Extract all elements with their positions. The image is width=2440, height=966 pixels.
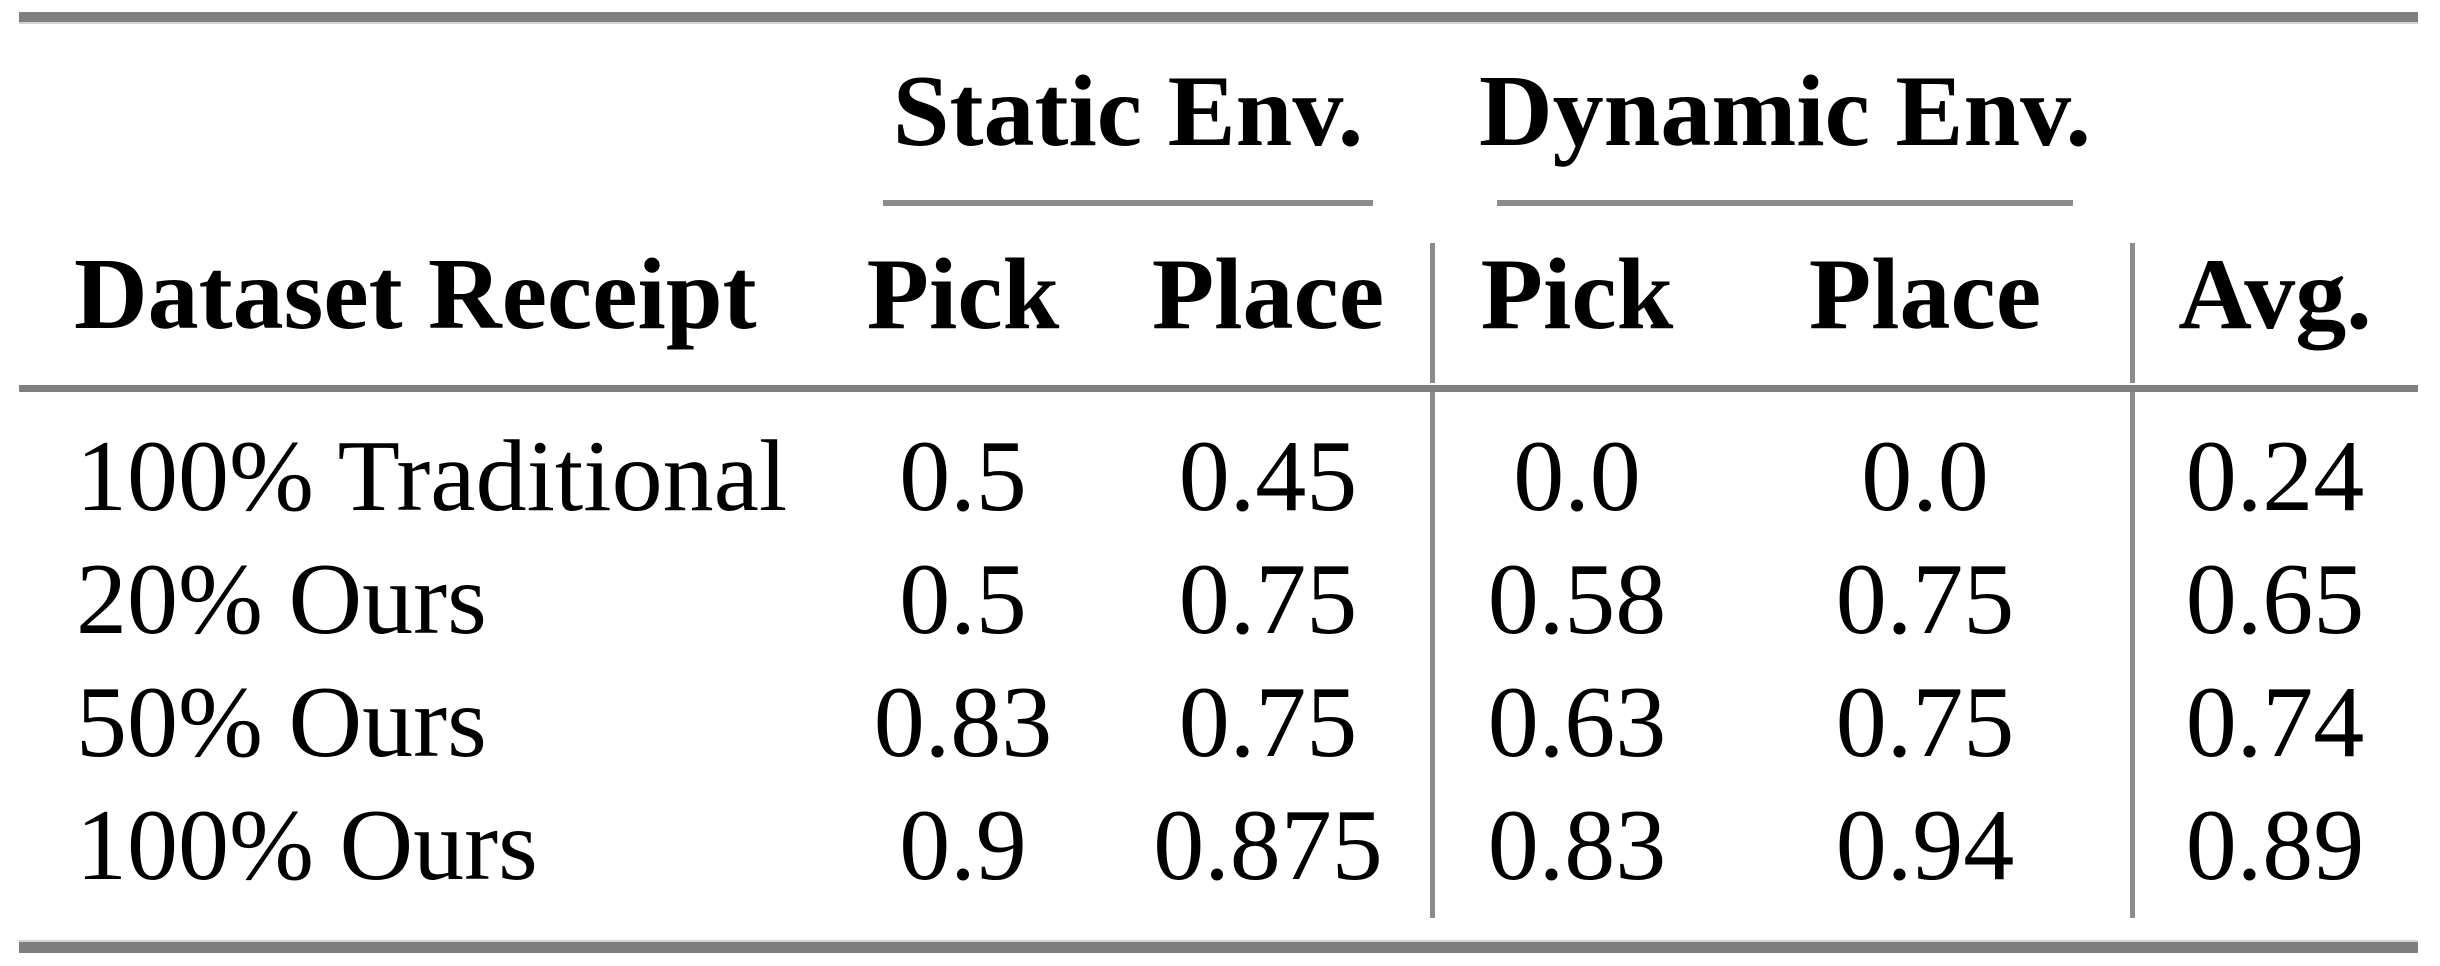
cell-static-place: 0.875 — [1153, 789, 1383, 902]
cell-avg: 0.24 — [2185, 420, 2365, 533]
col-header-static-place: Place — [1151, 238, 1385, 351]
cell-static-pick: 0.5 — [899, 543, 1027, 656]
cell-avg: 0.65 — [2185, 543, 2365, 656]
cell-static-pick: 0.83 — [873, 666, 1053, 779]
cell-static-pick: 0.9 — [899, 789, 1027, 902]
row-label: 20% Ours — [76, 543, 487, 656]
cmidrule-dynamic — [1497, 200, 2073, 206]
table-top-rule — [19, 12, 2418, 22]
row-label: 50% Ours — [76, 666, 487, 779]
cell-dynamic-place: 0.0 — [1861, 420, 1989, 533]
cell-dynamic-pick: 0.0 — [1513, 420, 1641, 533]
cell-dynamic-place: 0.75 — [1835, 543, 2015, 656]
cell-dynamic-pick: 0.83 — [1487, 789, 1667, 902]
vertical-rule-dynamic-avg-header — [2130, 243, 2135, 383]
cell-avg: 0.74 — [2185, 666, 2365, 779]
col-header-static-pick: Pick — [866, 238, 1060, 351]
cell-dynamic-place: 0.94 — [1835, 789, 2015, 902]
col-header-dynamic-pick: Pick — [1480, 238, 1674, 351]
cell-dynamic-pick: 0.63 — [1487, 666, 1667, 779]
column-group-header-dynamic: Dynamic Env. — [1478, 55, 2092, 168]
cell-dynamic-pick: 0.58 — [1487, 543, 1667, 656]
row-label: 100% Ours — [76, 789, 538, 902]
vertical-rule-static-dynamic-header — [1430, 243, 1435, 383]
cell-static-place: 0.75 — [1178, 666, 1358, 779]
col-header-dynamic-place: Place — [1808, 238, 2042, 351]
vertical-rule-dynamic-avg-body — [2130, 392, 2135, 918]
table-mid-rule — [19, 385, 2418, 392]
cell-avg: 0.89 — [2185, 789, 2365, 902]
cmidrule-static — [883, 200, 1373, 206]
vertical-rule-static-dynamic-body — [1430, 392, 1435, 918]
cell-dynamic-place: 0.75 — [1835, 666, 2015, 779]
col-header-avg: Avg. — [2178, 238, 2372, 351]
cell-static-pick: 0.5 — [899, 420, 1027, 533]
cell-static-place: 0.45 — [1178, 420, 1358, 533]
table-bottom-rule — [19, 942, 2418, 953]
column-group-header-static: Static Env. — [892, 55, 1364, 168]
cell-static-place: 0.75 — [1178, 543, 1358, 656]
col-header-dataset-receipt: Dataset Receipt — [74, 238, 757, 351]
row-label: 100% Traditional — [76, 420, 788, 533]
